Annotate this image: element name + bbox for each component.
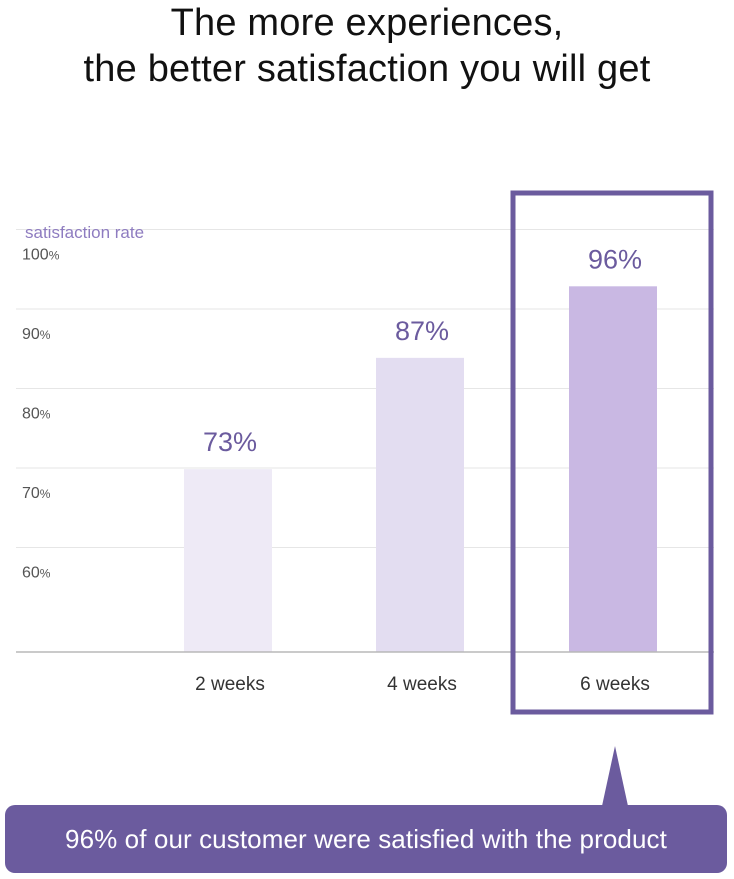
title-line-1: The more experiences, bbox=[170, 2, 564, 44]
chart-title: The more experiences, the better satisfa… bbox=[0, 0, 734, 92]
callout-text: 96% of our customer were satisfied with … bbox=[65, 823, 667, 854]
highlight-frame bbox=[510, 190, 714, 715]
bar-value-label: 96% bbox=[588, 244, 642, 274]
y-tick-label: 60% bbox=[22, 565, 51, 582]
y-tick-label: 90% bbox=[22, 326, 51, 343]
bar bbox=[184, 469, 272, 652]
x-tick-label: 4 weeks bbox=[387, 674, 457, 695]
y-tick-label: 70% bbox=[22, 485, 51, 502]
y-tick-label: 80% bbox=[22, 406, 51, 423]
x-tick-label: 2 weeks bbox=[195, 674, 265, 695]
bar bbox=[376, 357, 464, 652]
y-axis-label: satisfaction rate bbox=[25, 223, 144, 242]
bar-value-label: 73% bbox=[203, 427, 257, 457]
bar-value-label: 87% bbox=[395, 316, 449, 346]
bar bbox=[569, 286, 657, 652]
callout-banner: 96% of our customer were satisfied with … bbox=[5, 805, 727, 873]
title-line-2: the better satisfaction you will get bbox=[83, 48, 651, 90]
callout-pointer bbox=[602, 746, 628, 806]
y-tick-label: 100% bbox=[22, 247, 60, 264]
x-tick-label: 6 weeks bbox=[580, 674, 650, 695]
